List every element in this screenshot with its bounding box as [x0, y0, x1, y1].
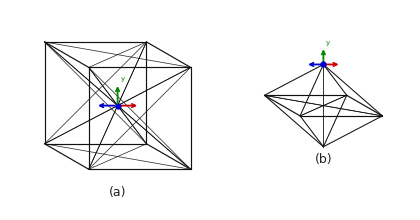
- Text: y: y: [326, 40, 330, 46]
- Text: (a): (a): [109, 186, 126, 199]
- Text: (b): (b): [315, 153, 332, 166]
- Text: y: y: [121, 76, 125, 82]
